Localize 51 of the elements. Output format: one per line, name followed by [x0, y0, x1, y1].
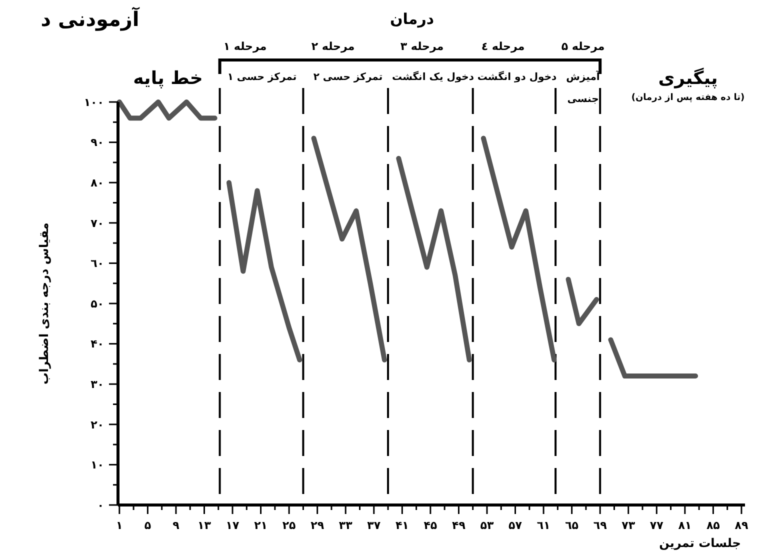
x-tick-label: ۳۳ [338, 519, 353, 532]
text: مرحله ۲ [311, 40, 355, 53]
y-tick-label: ۱۰ [90, 458, 104, 472]
y-tick-label: ۵۰ [90, 297, 104, 310]
annotation: آمیزش جنسی [566, 70, 600, 105]
text: دخول دو انگشت [477, 70, 557, 83]
y-tick-label: ۷۰ [90, 216, 104, 230]
x-tick-label: ۲۹ [310, 519, 324, 532]
y-tick-label: ٦۰ [90, 257, 104, 270]
text: دخول یک انگشت [392, 70, 474, 83]
text: تمرکز حسی ۱ [227, 72, 297, 83]
x-tick-label: ۱۷ [226, 519, 240, 532]
x-tick-label: ٦۱ [536, 519, 550, 532]
y-tick-label: ۸۰ [90, 176, 104, 190]
y-tick-label: ۴۰ [90, 338, 104, 351]
y-tick-label: ۱۰۰ [84, 96, 104, 109]
x-tick-label: ۷۷ [650, 519, 664, 532]
x-tick-label: ۵ [144, 519, 152, 532]
x-tick-label: ۴۹ [452, 519, 466, 532]
x-tick-label: ۷۳ [622, 519, 636, 532]
x-tick-label: ۴۱ [395, 519, 409, 532]
chart-title: آزمودنی د [40, 6, 140, 31]
x-tick-label: ۵۳ [480, 519, 494, 532]
text: تمرکز حسی ۲ [313, 72, 383, 83]
y-axis-title: مقیاس درجه بندی اضطراب [37, 222, 51, 384]
y-tick-label: ۰ [97, 498, 104, 512]
y-tick-label: ۹۰ [90, 136, 104, 150]
text: مرحله ۱ [223, 40, 267, 53]
y-tick-label: ۲۰ [90, 418, 104, 432]
text: مرحله ۵ [561, 40, 605, 53]
x-tick-label: ۱۳ [198, 519, 212, 532]
x-tick-label: ۵۷ [508, 519, 522, 532]
x-tick-label: ۸۱ [678, 519, 692, 532]
annotation: (تا ده هفته پس از درمان) [631, 93, 745, 103]
text: مرحله ۳ [400, 40, 444, 53]
text: پیگیری [658, 67, 718, 89]
text: خط پایه [133, 68, 203, 89]
y-tick-label: ۳۰ [90, 378, 104, 391]
x-tick-label: ۸۹ [734, 519, 748, 532]
x-axis-title: جلسات تمرین [659, 536, 741, 550]
x-tick-label: ۲۱ [254, 519, 268, 532]
x-tick-label: ۹ [172, 519, 180, 532]
x-tick-label: ٦۵ [565, 519, 579, 532]
text: درمان [390, 10, 434, 28]
x-tick-label: ۴۵ [424, 519, 438, 532]
x-tick-label: ۱ [116, 519, 123, 532]
text: مرحله ٤ [481, 40, 525, 53]
x-tick-label: ٦۹ [593, 519, 608, 532]
x-tick-label: ۲۵ [282, 519, 296, 532]
x-tick-label: ۳۷ [367, 519, 381, 532]
x-tick-label: ۸۵ [706, 519, 720, 532]
